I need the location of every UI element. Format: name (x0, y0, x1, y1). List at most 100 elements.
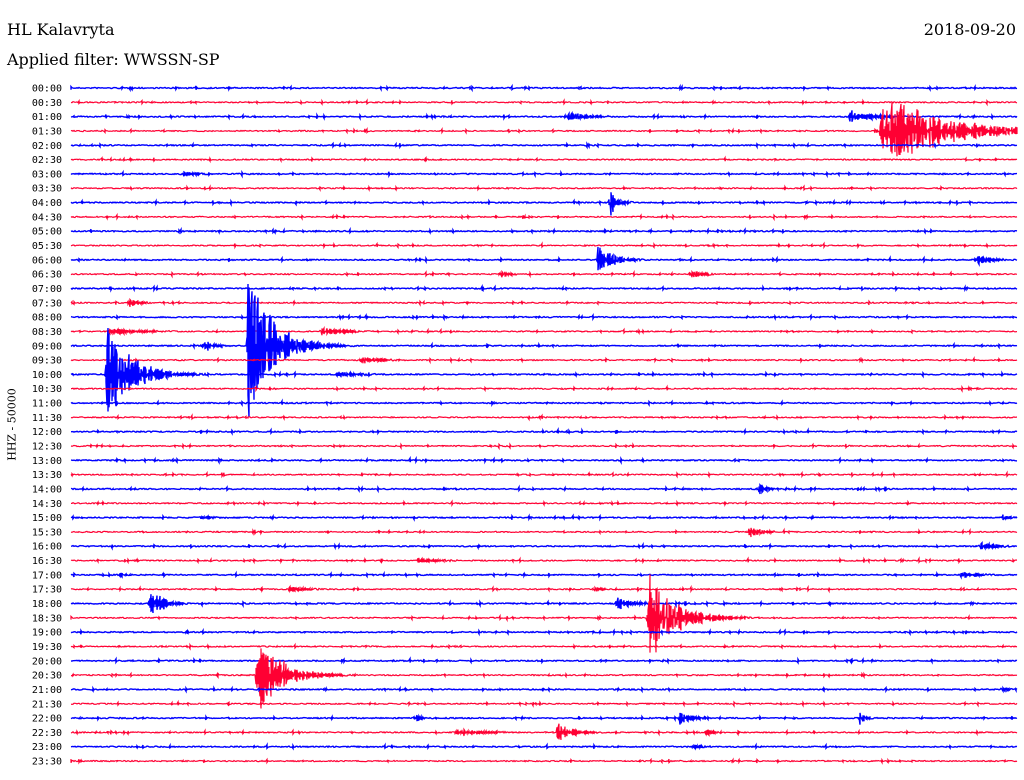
time-tick-label: 17:00 (32, 570, 62, 581)
time-tick-label: 11:30 (32, 413, 62, 424)
trace-line (70, 513, 1018, 522)
time-tick-label: 03:00 (32, 169, 62, 180)
trace-line (70, 470, 1018, 479)
trace-line (70, 723, 1018, 740)
time-tick-label: 06:30 (32, 270, 62, 281)
time-tick-label: 20:00 (32, 656, 62, 667)
time-tick-label: 10:00 (32, 370, 62, 381)
trace-line (70, 83, 1018, 93)
time-tick-label: 19:30 (32, 642, 62, 653)
time-tick-label: 00:30 (32, 98, 62, 109)
trace-line (70, 110, 1018, 122)
time-tick-label: 15:30 (32, 527, 62, 538)
time-tick-label: 02:00 (32, 141, 62, 152)
time-tick-label: 16:30 (32, 556, 62, 567)
time-tick-label: 08:30 (32, 327, 62, 338)
time-tick-label: 13:00 (32, 456, 62, 467)
time-tick-label: 14:30 (32, 499, 62, 510)
trace-line (70, 192, 1018, 216)
trace-line (70, 648, 1018, 709)
time-tick-label: 12:00 (32, 427, 62, 438)
time-tick-label: 01:30 (32, 126, 62, 137)
time-tick-label: 14:00 (32, 484, 62, 495)
trace-line (70, 325, 1018, 337)
time-tick-label: 18:30 (32, 613, 62, 624)
trace-line (70, 455, 1018, 466)
trace-line (70, 312, 1018, 322)
time-tick-label: 06:00 (32, 255, 62, 266)
time-tick-label: 22:30 (32, 728, 62, 739)
time-tick-label: 23:00 (32, 742, 62, 753)
trace-line (70, 574, 1018, 653)
trace-line (70, 141, 1018, 150)
trace-line (70, 584, 1017, 594)
station-title: HL Kalavryta (7, 20, 115, 39)
trace-line (70, 184, 1018, 193)
trace-line (70, 283, 1018, 418)
trace-line (70, 712, 1018, 725)
time-tick-label: 15:00 (32, 513, 62, 524)
trace-line (70, 757, 1018, 765)
trace-line (70, 527, 1018, 538)
trace-line (70, 212, 1018, 222)
time-tick-label: 03:30 (32, 184, 62, 195)
time-tick-label: 09:30 (32, 356, 62, 367)
time-tick-label: 01:00 (32, 112, 62, 123)
trace-line (70, 570, 1018, 580)
filter-label: Applied filter: WWSSN-SP (7, 50, 220, 69)
trace-line (70, 297, 1018, 308)
time-tick-label: 21:30 (32, 699, 62, 710)
time-tick-label: 07:30 (32, 298, 62, 309)
trace-line (70, 482, 1017, 495)
trace-line (70, 98, 1018, 107)
trace-line (70, 594, 1018, 614)
trace-line (70, 398, 1018, 408)
time-tick-label: 00:00 (32, 84, 62, 95)
time-tick-label: 18:00 (32, 599, 62, 610)
trace-line (70, 642, 1018, 651)
trace-line (70, 102, 1018, 157)
time-tick-label: 08:00 (32, 313, 62, 324)
trace-line (70, 269, 1017, 279)
time-tick-label: 07:00 (32, 284, 62, 295)
time-tick-label: 20:30 (32, 671, 62, 682)
trace-line (70, 155, 1018, 164)
trace-line (71, 427, 1018, 436)
trace-line (70, 355, 1018, 365)
trace-line (70, 327, 1018, 412)
time-tick-label: 22:00 (32, 714, 62, 725)
time-tick-label: 04:00 (32, 198, 62, 209)
time-tick-label: 19:00 (32, 628, 62, 639)
trace-line (70, 169, 1017, 179)
trace-line (70, 699, 1018, 708)
time-tick-label: 09:00 (32, 341, 62, 352)
trace-line (71, 499, 1018, 508)
trace-line (70, 241, 1018, 250)
time-tick-label: 16:00 (32, 542, 62, 553)
time-tick-label: 10:30 (32, 384, 62, 395)
time-tick-label: 13:30 (32, 470, 62, 481)
trace-line (70, 442, 1018, 451)
trace-line (70, 627, 1018, 637)
time-tick-label: 12:30 (32, 442, 62, 453)
trace-line (70, 413, 1017, 422)
time-tick-label: 17:30 (32, 585, 62, 596)
time-tick-label: 02:30 (32, 155, 62, 166)
trace-line (71, 384, 1018, 393)
date-label: 2018-09-20 (923, 20, 1016, 39)
time-tick-label: 04:30 (32, 212, 62, 223)
trace-line (70, 246, 1018, 271)
trace-line (70, 226, 1018, 235)
time-tick-label: 23:30 (32, 757, 62, 768)
trace-line (70, 742, 1018, 751)
time-tick-label: 05:30 (32, 241, 62, 252)
time-tick-label: 05:00 (32, 227, 62, 238)
trace-line (70, 540, 1018, 551)
time-tick-label: 11:00 (32, 399, 62, 410)
trace-line (70, 656, 1018, 665)
time-tick-label: 21:00 (32, 685, 62, 696)
trace-line (70, 283, 1018, 293)
trace-line (70, 556, 1018, 565)
